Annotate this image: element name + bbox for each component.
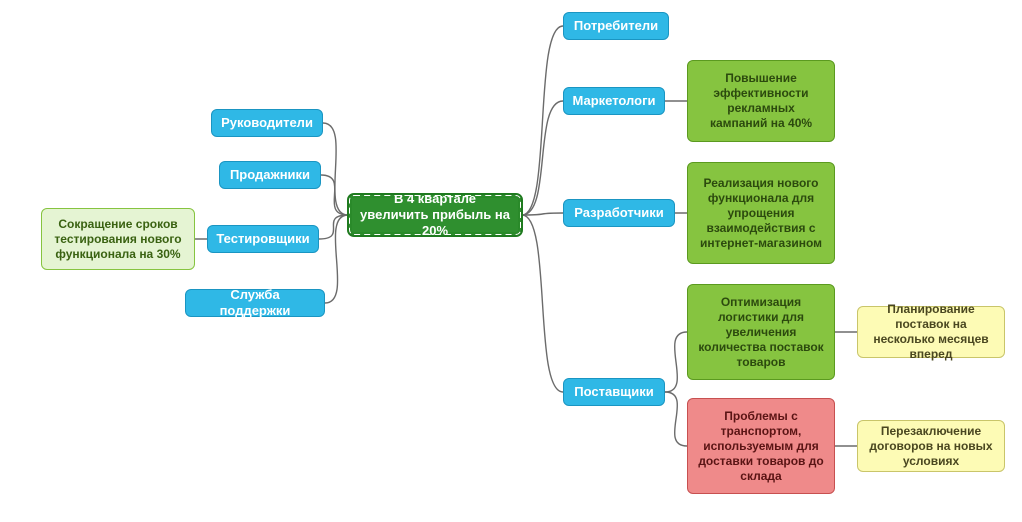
node-logistics-label: Оптимизация логистики для увеличения кол… bbox=[698, 295, 824, 370]
node-sales[interactable]: Продажники bbox=[219, 161, 321, 189]
node-transport-label: Проблемы с транспортом, используемым для… bbox=[698, 409, 824, 484]
edge-root-consumers bbox=[522, 26, 563, 215]
edge-root-support bbox=[325, 215, 348, 303]
node-testers[interactable]: Тестировщики bbox=[207, 225, 319, 253]
node-plan[interactable]: Планирование поставок на несколько месяц… bbox=[857, 306, 1005, 358]
node-leaders-label: Руководители bbox=[221, 115, 313, 131]
node-marketers[interactable]: Маркетологи bbox=[563, 87, 665, 115]
edge-root-testers bbox=[319, 215, 348, 239]
node-ads40-label: Повышение эффективности рекламных кампан… bbox=[698, 71, 824, 131]
node-consumers-label: Потребители bbox=[574, 18, 658, 34]
edge-root-sales bbox=[321, 175, 348, 215]
edge-root-leaders bbox=[323, 123, 348, 215]
node-consumers[interactable]: Потребители bbox=[563, 12, 669, 40]
node-renegot-label: Перезаключение договоров на новых услови… bbox=[868, 424, 994, 469]
node-ads40[interactable]: Повышение эффективности рекламных кампан… bbox=[687, 60, 835, 142]
node-leaders[interactable]: Руководители bbox=[211, 109, 323, 137]
node-transport[interactable]: Проблемы с транспортом, используемым для… bbox=[687, 398, 835, 494]
node-devs-label: Разработчики bbox=[574, 205, 664, 221]
node-shortTest[interactable]: Сокращение сроков тестирования нового фу… bbox=[41, 208, 195, 270]
node-suppliers[interactable]: Поставщики bbox=[563, 378, 665, 406]
node-root[interactable]: В 4 квартале увеличить прибыль на 20% bbox=[348, 194, 522, 236]
edge-root-marketers bbox=[522, 101, 563, 215]
edge-suppliers-logistics bbox=[665, 332, 687, 392]
node-newFunc-label: Реализация нового функционала для упроще… bbox=[698, 176, 824, 251]
node-plan-label: Планирование поставок на несколько месяц… bbox=[868, 302, 994, 362]
node-testers-label: Тестировщики bbox=[216, 231, 309, 247]
node-root-label: В 4 квартале увеличить прибыль на 20% bbox=[360, 191, 510, 240]
node-sales-label: Продажники bbox=[230, 167, 310, 183]
edge-root-suppliers bbox=[522, 215, 563, 392]
node-suppliers-label: Поставщики bbox=[574, 384, 653, 400]
node-marketers-label: Маркетологи bbox=[573, 93, 656, 109]
node-support[interactable]: Служба поддержки bbox=[185, 289, 325, 317]
node-support-label: Служба поддержки bbox=[196, 287, 314, 320]
node-shortTest-label: Сокращение сроков тестирования нового фу… bbox=[52, 217, 184, 262]
node-renegot[interactable]: Перезаключение договоров на новых услови… bbox=[857, 420, 1005, 472]
node-newFunc[interactable]: Реализация нового функционала для упроще… bbox=[687, 162, 835, 264]
node-logistics[interactable]: Оптимизация логистики для увеличения кол… bbox=[687, 284, 835, 380]
edge-root-devs bbox=[522, 213, 563, 215]
edge-suppliers-transport bbox=[665, 392, 687, 446]
mindmap-canvas: { "canvas": { "width": 1022, "height": 5… bbox=[0, 0, 1022, 522]
node-devs[interactable]: Разработчики bbox=[563, 199, 675, 227]
